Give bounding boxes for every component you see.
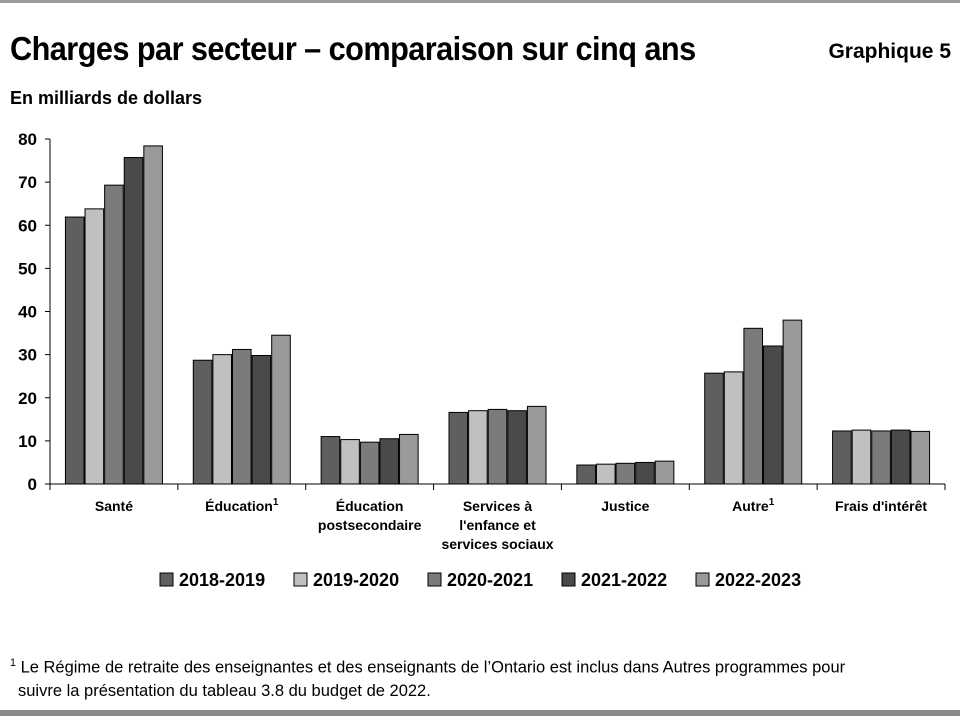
legend-swatch <box>561 572 576 587</box>
y-tick-label: 50 <box>18 259 37 278</box>
bar <box>576 464 596 485</box>
bar <box>487 408 508 485</box>
y-tick-label: 70 <box>18 173 37 192</box>
y-tick-label: 30 <box>18 346 37 365</box>
bar <box>320 436 341 485</box>
bar <box>654 460 675 485</box>
legend-label: 2018-2019 <box>179 570 265 590</box>
bar <box>635 461 655 485</box>
y-tick-label: 10 <box>18 432 37 451</box>
category-label: Services à l'enfance et services sociaux <box>441 498 553 552</box>
footnote-line-2: suivre la présentation du tableau 3.8 du… <box>18 681 431 700</box>
category-label: Autre1 <box>732 497 775 514</box>
bar <box>340 439 360 485</box>
bar <box>271 334 291 485</box>
legend-swatch <box>293 572 308 587</box>
legend-swatch <box>695 572 710 587</box>
legend-swatch <box>159 572 174 587</box>
bar <box>123 157 144 485</box>
bar <box>526 405 547 485</box>
bar <box>212 354 232 485</box>
y-tick-label: 0 <box>28 475 37 494</box>
y-tick-label: 80 <box>18 130 37 149</box>
legend-label: 2019-2020 <box>313 570 399 590</box>
bar <box>104 184 124 485</box>
bar <box>64 216 85 485</box>
chart-number: Graphique 5 <box>828 40 951 63</box>
footnote: 1 Le Régime de retraite des enseignantes… <box>10 652 940 703</box>
category-label: Justice <box>601 498 649 514</box>
bar <box>507 410 527 485</box>
bar <box>832 430 852 485</box>
units-label: En milliards de dollars <box>10 88 203 108</box>
legend-label: 2021-2022 <box>581 570 667 590</box>
category-label: Éducation1 <box>205 497 279 514</box>
y-tick-label: 60 <box>18 216 37 235</box>
category-label: Santé <box>95 498 133 514</box>
bar <box>468 410 488 485</box>
bar <box>910 430 931 485</box>
legend-label: 2022-2023 <box>715 570 801 590</box>
top-rule <box>0 0 960 3</box>
footnote-marker: 1 <box>10 657 16 669</box>
bar <box>192 359 213 485</box>
bar <box>704 372 724 485</box>
bar <box>851 429 872 485</box>
bar <box>143 145 163 485</box>
chart-title: Charges par secteur – comparaison sur ci… <box>10 30 696 67</box>
bar <box>379 438 400 485</box>
y-tick-label: 20 <box>18 389 37 408</box>
bar <box>251 354 272 485</box>
bar-chart: 0 10 20 30 40 50 60 70 80 Santé Éducation1 Éducatio… <box>18 130 946 590</box>
bar <box>399 433 419 485</box>
bar <box>743 327 764 485</box>
bar <box>782 319 803 485</box>
bar <box>595 463 616 485</box>
bar <box>359 441 380 485</box>
y-tick-label: 40 <box>18 303 37 322</box>
bar <box>448 411 469 485</box>
bar <box>723 371 744 485</box>
footnote-line-1: Le Régime de retraite des enseignantes e… <box>20 658 846 677</box>
bar <box>615 462 636 485</box>
bar <box>763 345 783 485</box>
bottom-rule <box>0 710 960 716</box>
category-label: Éducation postsecondaire <box>318 498 422 533</box>
bar <box>890 429 911 485</box>
category-label: Frais d'intérêt <box>835 498 927 514</box>
legend-label: 2020-2021 <box>447 570 533 590</box>
legend-swatch <box>427 572 442 587</box>
bar <box>84 208 105 485</box>
bar <box>871 430 891 485</box>
bar <box>231 348 252 485</box>
